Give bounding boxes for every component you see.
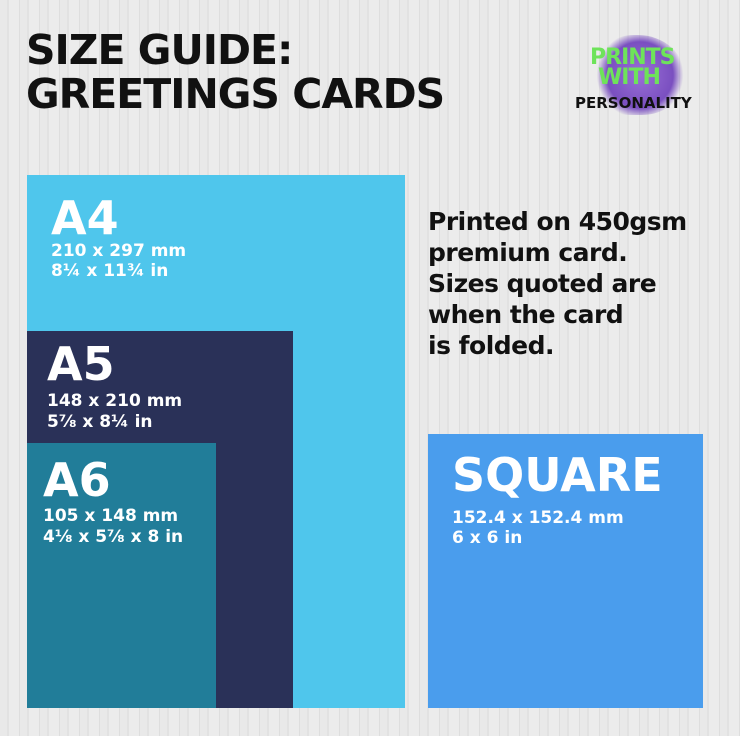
a4-mm: 210 x 297 mm: [51, 241, 187, 261]
note-line: Sizes quoted are: [428, 269, 657, 298]
square-label: SQUARE: [452, 448, 663, 502]
square-card: SQUARE 152.4 x 152.4 mm 6 x 6 in: [428, 434, 703, 708]
a5-label: A5: [47, 337, 115, 391]
a5-in: 5⅞ x 8¼ in: [47, 412, 153, 432]
logo-line-1: PRINTS: [590, 45, 676, 70]
square-mm: 152.4 x 152.4 mm: [452, 508, 624, 528]
a6-mm: 105 x 148 mm: [43, 506, 179, 526]
a4-in: 8¼ x 11¾ in: [51, 261, 169, 281]
note-line: Printed on 450gsm: [428, 207, 687, 236]
title-line-2: GREETINGS CARDS: [26, 70, 445, 118]
brand-logo: PRINTS WITH PERSONALITY: [575, 30, 705, 130]
title-line-1: SIZE GUIDE:: [26, 26, 293, 74]
note-line: premium card.: [428, 238, 628, 267]
a5-mm: 148 x 210 mm: [47, 391, 183, 411]
note-line: is folded.: [428, 331, 555, 360]
print-note: Printed on 450gsm premium card. Sizes qu…: [428, 206, 687, 361]
a6-label: A6: [43, 453, 111, 507]
square-in: 6 x 6 in: [452, 528, 523, 548]
a6-in: 4⅛ x 5⅞ x 8 in: [43, 527, 184, 547]
a4-label: A4: [51, 191, 119, 245]
page-title: SIZE GUIDE: GREETINGS CARDS: [26, 26, 445, 118]
paint-splat-icon: [595, 35, 685, 115]
logo-line-3: PERSONALITY: [575, 94, 692, 112]
note-line: when the card: [428, 300, 624, 329]
a6-card: A6 105 x 148 mm 4⅛ x 5⅞ x 8 in: [27, 443, 216, 708]
logo-line-2: WITH: [598, 65, 661, 90]
logo-text: PRINTS WITH: [590, 45, 676, 90]
